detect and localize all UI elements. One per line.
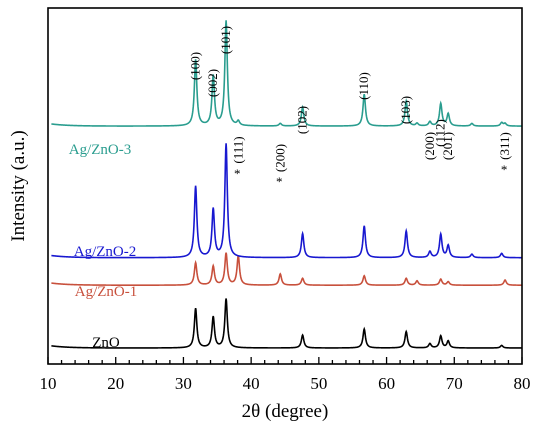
peak-label-10: (112) (433, 119, 448, 147)
x-tick-label-40: 40 (243, 374, 260, 393)
x-tick-label-10: 10 (40, 374, 57, 393)
peak-label-2: (002) (205, 69, 220, 97)
series-line-3 (51, 143, 523, 259)
x-tick-label-60: 60 (378, 374, 395, 393)
series-label-1: ZnO (92, 335, 120, 351)
peak-label-12: (311) (497, 132, 512, 160)
x-tick-label-50: 50 (310, 374, 327, 393)
peak-label-3: (101) (218, 26, 233, 54)
x-tick-label-70: 70 (446, 374, 463, 393)
annotation-layer: (100)(002) (101) (111) * (200) * (102) (110) (10… (188, 26, 512, 189)
x-tick-label-30: 30 (175, 374, 192, 393)
peak-star-4: * (234, 166, 241, 181)
peak-label-5: (200) (272, 144, 287, 172)
plot-frame (47, 7, 523, 365)
x-axis-title: 2θ (degree) (242, 401, 329, 422)
peak-label-9: (200) (422, 132, 437, 160)
peak-star-12: * (501, 162, 508, 177)
series-label-2: Ag/ZnO-1 (75, 284, 138, 300)
peak-label-7: (110) (356, 72, 371, 100)
series-line-4 (51, 20, 522, 127)
series-layer (51, 20, 523, 349)
series-line-1 (51, 298, 522, 349)
tick-layer (47, 357, 523, 364)
peak-label-1: (100) (188, 52, 203, 80)
peak-star-5: * (276, 174, 283, 189)
peak-label-6: (102) (295, 106, 310, 134)
series-label-3: Ag/ZnO-2 (74, 244, 137, 260)
peak-label-4: (111) (230, 136, 245, 163)
y-axis-title: Intensity (a.u.) (8, 130, 29, 241)
label-layer: ZnO Ag/ZnO-1 Ag/ZnO-2 Ag/ZnO-3 10 20 30 40 50 60 7… (40, 142, 531, 393)
peak-label-11: (201) (440, 132, 455, 160)
series-line-2 (51, 252, 522, 286)
x-tick-label-20: 20 (107, 374, 124, 393)
x-tick-label-80: 80 (514, 374, 531, 393)
peak-label-8: (103) (398, 96, 413, 124)
series-label-4: Ag/ZnO-3 (69, 142, 132, 158)
